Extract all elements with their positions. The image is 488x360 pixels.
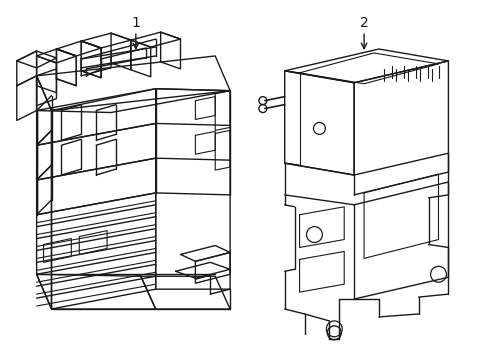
Text: 2: 2 — [359, 16, 367, 30]
Text: 1: 1 — [131, 16, 140, 30]
